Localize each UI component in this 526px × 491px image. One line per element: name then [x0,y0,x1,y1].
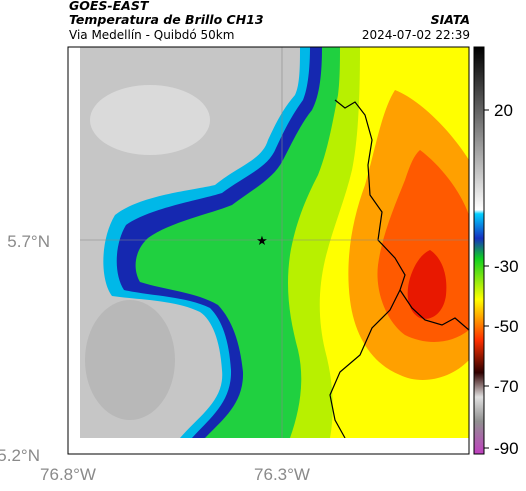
colorbar-tick-label: -70 [494,377,519,396]
timestamp: 2024-07-02 22:39 [361,28,470,42]
cloud-core-red [407,250,447,319]
lat-tick-label: 5.7°N [7,232,50,251]
colorbar: 20 -30 -50 -70 -90 [473,46,519,458]
colorbar-gradient [473,46,485,455]
star-icon: ★ [256,234,268,249]
cloud-red-orange [377,150,469,342]
colorbar-tick-label: -50 [494,317,519,336]
cloud-patch [90,85,210,155]
colorbar-tick-label: 20 [494,101,513,120]
product-title: Temperatura de Brillo CH13 [69,12,264,27]
colorbar-tick-label: -30 [494,257,519,276]
boundary-line [329,289,401,438]
map-plot-area: ★ [67,46,470,455]
organization-label: SIATA [430,12,470,27]
product-source: GOES-EAST [69,0,149,13]
map-frame [67,46,470,455]
lon-tick-label: 76.8°W [40,465,96,484]
region-subtitle: Via Medellín - Quibdó 50km [69,28,235,42]
colorbar-tick-label: -90 [494,439,519,458]
lon-tick-label: 76.3°W [254,465,310,484]
lat-tick-label: 5.2°N [0,446,40,465]
cloud-patch [85,300,175,420]
